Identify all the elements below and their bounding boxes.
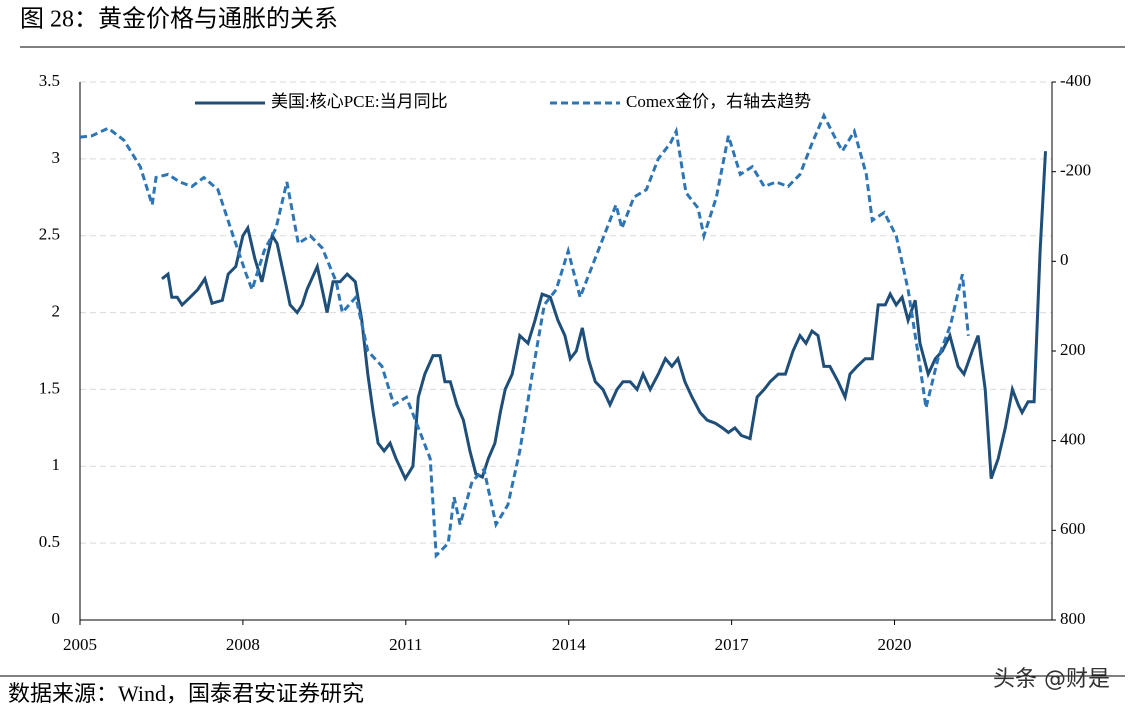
y2-tick-label: 600	[1060, 519, 1086, 538]
y2-tick-label: 400	[1060, 430, 1086, 449]
y-tick-label: 0.5	[39, 532, 60, 551]
x-tick-label: 2008	[226, 635, 260, 654]
x-tick-label: 2020	[878, 635, 912, 654]
source: 数据来源：Wind，国泰君安证券研究	[8, 681, 364, 706]
y-tick-label: 0	[52, 609, 61, 628]
y-tick-label: 1	[52, 455, 61, 474]
y2-tick-label: 200	[1060, 340, 1086, 359]
legend-label: 美国:核心PCE:当月同比	[271, 92, 448, 111]
y-tick-label: 2	[52, 301, 61, 320]
y2-tick-label: -200	[1060, 161, 1091, 180]
legend-label: Comex金价，右轴去趋势	[626, 92, 811, 111]
chart-title: 图 28：黄金价格与通胀的关系	[20, 6, 338, 33]
watermark: 头条 @财是	[993, 667, 1110, 692]
y2-tick-label: -400	[1060, 71, 1091, 90]
x-tick-label: 2005	[63, 635, 97, 654]
series-line	[79, 112, 970, 559]
y-tick-label: 3	[52, 148, 61, 167]
x-tick-label: 2017	[715, 635, 750, 654]
y2-tick-label: 0	[1060, 250, 1069, 269]
y-tick-label: 2.5	[39, 225, 60, 244]
legend: 美国:核心PCE:当月同比 Comex金价，右轴去趋势	[195, 92, 811, 111]
y2-tick-label: 800	[1060, 609, 1086, 628]
x-tick-label: 2011	[389, 635, 422, 654]
y-tick-label: 1.5	[39, 378, 60, 397]
series-line	[161, 151, 1047, 482]
x-tick-label: 2014	[552, 635, 587, 654]
y-tick-label: 3.5	[39, 71, 60, 90]
